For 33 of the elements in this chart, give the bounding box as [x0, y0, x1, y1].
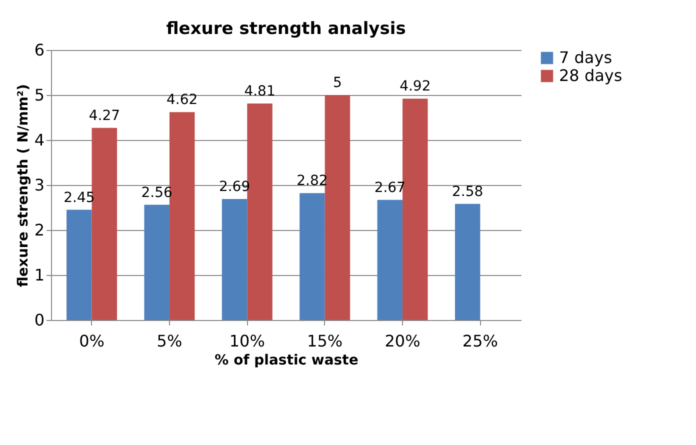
legend-label: 28 days	[559, 66, 622, 85]
x-tick-label: 0%	[79, 332, 104, 350]
data-label: 4.92	[400, 78, 431, 95]
bar	[300, 193, 325, 320]
data-label: 5	[333, 75, 342, 91]
bar	[66, 210, 92, 320]
x-tick-label: 25%	[462, 332, 498, 350]
bar	[377, 200, 403, 320]
data-label: 2.58	[452, 184, 484, 200]
y-tick-label: 3	[34, 176, 44, 194]
x-tick-label: 15%	[307, 332, 343, 350]
bar	[324, 95, 350, 320]
chart-title: flexure strength analysis	[166, 19, 406, 39]
bar	[222, 198, 248, 320]
bar	[402, 98, 428, 320]
bar	[144, 204, 170, 320]
bar	[92, 128, 118, 320]
legend-label: 7 days	[559, 48, 612, 67]
y-tick-label: 4	[34, 130, 44, 150]
y-tick-label: 6	[34, 40, 44, 60]
y-tick-label: 2	[34, 220, 44, 240]
data-label: 4.27	[88, 108, 120, 124]
y-tick-label: 1	[34, 266, 44, 284]
data-label: 4.81	[244, 84, 276, 100]
x-tick-label: 10%	[229, 332, 265, 350]
bar	[454, 204, 480, 320]
x-tick-label: 20%	[384, 332, 420, 350]
y-tick-label: 0	[34, 310, 44, 330]
x-axis-title: % of plastic waste	[214, 352, 358, 368]
data-label: 4.62	[166, 92, 198, 108]
y-axis-title: flexure strength ( N/mm²)	[15, 84, 32, 287]
x-tick-label: 5%	[156, 332, 182, 350]
y-tick-label: 5	[34, 86, 44, 104]
